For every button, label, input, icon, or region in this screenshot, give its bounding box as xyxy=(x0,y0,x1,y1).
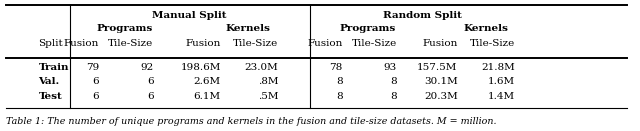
Text: 6: 6 xyxy=(93,77,99,86)
Text: Tile-Size: Tile-Size xyxy=(470,39,515,48)
Text: .5M: .5M xyxy=(258,92,278,101)
Text: 30.1M: 30.1M xyxy=(424,77,458,86)
Text: Fusion: Fusion xyxy=(422,39,458,48)
Text: Kernels: Kernels xyxy=(464,24,509,33)
Text: Train: Train xyxy=(38,63,69,72)
Text: Tile-Size: Tile-Size xyxy=(351,39,397,48)
Text: .8M: .8M xyxy=(258,77,278,86)
Text: Tile-Size: Tile-Size xyxy=(233,39,278,48)
Text: 92: 92 xyxy=(140,63,154,72)
Text: 78: 78 xyxy=(329,63,342,72)
Text: 2.6M: 2.6M xyxy=(194,77,221,86)
Text: 6: 6 xyxy=(147,92,154,101)
Text: Kernels: Kernels xyxy=(226,24,271,33)
Text: 93: 93 xyxy=(383,63,397,72)
Text: 157.5M: 157.5M xyxy=(417,63,458,72)
Text: 8: 8 xyxy=(336,77,342,86)
Text: 6: 6 xyxy=(93,92,99,101)
Text: Fusion: Fusion xyxy=(307,39,342,48)
Text: 6: 6 xyxy=(147,77,154,86)
Text: 79: 79 xyxy=(86,63,99,72)
Text: Manual Split: Manual Split xyxy=(152,11,226,20)
Text: Fusion: Fusion xyxy=(64,39,99,48)
Text: Tile-Size: Tile-Size xyxy=(108,39,154,48)
Text: Test: Test xyxy=(38,92,62,101)
Text: 6.1M: 6.1M xyxy=(194,92,221,101)
Text: 8: 8 xyxy=(336,92,342,101)
Text: 20.3M: 20.3M xyxy=(424,92,458,101)
Text: 23.0M: 23.0M xyxy=(244,63,278,72)
Text: Programs: Programs xyxy=(97,24,153,33)
Text: 1.4M: 1.4M xyxy=(488,92,515,101)
Text: Programs: Programs xyxy=(340,24,396,33)
Text: Fusion: Fusion xyxy=(186,39,221,48)
Text: Split: Split xyxy=(38,39,63,48)
Text: 21.8M: 21.8M xyxy=(481,63,515,72)
Text: 8: 8 xyxy=(390,77,397,86)
Text: 8: 8 xyxy=(390,92,397,101)
Text: 198.6M: 198.6M xyxy=(180,63,221,72)
Text: Random Split: Random Split xyxy=(383,11,462,20)
Text: 1.6M: 1.6M xyxy=(488,77,515,86)
Text: Val.: Val. xyxy=(38,77,60,86)
Text: Table 1: The number of unique programs and kernels in the fusion and tile-size d: Table 1: The number of unique programs a… xyxy=(6,117,497,126)
